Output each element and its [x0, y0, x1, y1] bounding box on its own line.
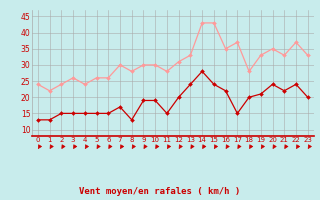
Text: Vent moyen/en rafales ( km/h ): Vent moyen/en rafales ( km/h ) — [79, 187, 241, 196]
